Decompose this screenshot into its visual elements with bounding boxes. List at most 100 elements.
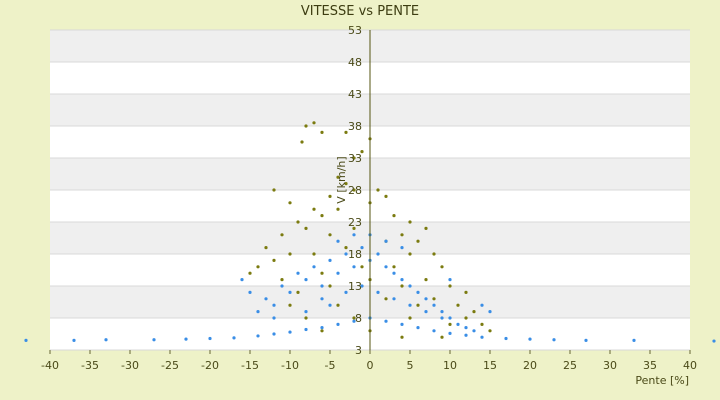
- x-tick-label: 15: [483, 359, 497, 372]
- scatter-point-1: [304, 278, 308, 282]
- x-tick-label: 35: [643, 359, 657, 372]
- scatter-point-0: [280, 278, 284, 282]
- scatter-point-0: [336, 207, 340, 211]
- scatter-point-1: [480, 335, 484, 339]
- scatter-point-0: [400, 335, 404, 339]
- scatter-point-1: [240, 278, 244, 282]
- scatter-point-0: [320, 329, 324, 333]
- scatter-point-1: [632, 338, 636, 342]
- scatter-point-0: [400, 284, 404, 288]
- scatter-point-1: [344, 290, 348, 294]
- scatter-point-1: [384, 265, 388, 269]
- scatter-point-1: [72, 338, 76, 342]
- y-tick-label: 33: [348, 152, 362, 165]
- y-axis-title: V [km/h]: [335, 156, 348, 203]
- scatter-point-0: [416, 303, 420, 307]
- scatter-point-0: [376, 188, 380, 192]
- scatter-point-1: [472, 329, 476, 333]
- x-tick-label: 30: [603, 359, 617, 372]
- scatter-point-1: [336, 239, 340, 243]
- y-tick-label: 28: [348, 184, 362, 197]
- scatter-point-1: [416, 326, 420, 330]
- scatter-point-1: [712, 339, 716, 343]
- scatter-point-0: [312, 207, 316, 211]
- x-tick-label: 5: [407, 359, 414, 372]
- scatter-point-1: [360, 284, 364, 288]
- y-tick-label: 18: [348, 248, 362, 261]
- scatter-point-0: [304, 124, 308, 128]
- scatter-point-0: [432, 252, 436, 256]
- scatter-point-1: [432, 329, 436, 333]
- x-tick-label: 0: [367, 359, 374, 372]
- scatter-point-1: [248, 290, 252, 294]
- scatter-point-0: [296, 220, 300, 224]
- scatter-point-0: [408, 220, 412, 224]
- scatter-point-1: [448, 316, 452, 320]
- scatter-point-0: [424, 278, 428, 282]
- scatter-point-1: [304, 327, 308, 332]
- scatter-point-1: [448, 331, 452, 335]
- scatter-point-1: [480, 303, 484, 307]
- scatter-point-1: [296, 271, 300, 275]
- scatter-point-0: [280, 233, 284, 237]
- scatter-point-0: [392, 265, 396, 269]
- scatter-point-0: [432, 297, 436, 301]
- scatter-point-1: [488, 310, 492, 314]
- scatter-point-1: [464, 326, 468, 330]
- scatter-point-0: [352, 156, 356, 160]
- scatter-point-0: [488, 329, 492, 333]
- scatter-point-1: [152, 338, 156, 342]
- scatter-point-1: [288, 290, 292, 294]
- scatter-point-1: [416, 290, 420, 294]
- scatter-point-0: [472, 310, 476, 314]
- scatter-point-1: [320, 326, 324, 330]
- scatter-point-0: [288, 303, 292, 307]
- chart-title: VITESSE vs PENTE: [301, 4, 419, 19]
- scatter-point-1: [376, 290, 380, 294]
- scatter-point-0: [424, 226, 428, 230]
- y-tick-label: 8: [355, 312, 362, 325]
- y-tick-label: 43: [348, 88, 362, 101]
- scatter-point-1: [288, 330, 292, 334]
- scatter-point-0: [272, 188, 276, 192]
- scatter-point-1: [400, 322, 404, 326]
- x-axis-ticks: -40 -35 -30 -25 -20 -15 -10 -5 0 5 10 15 20 25 30 35 40: [41, 350, 697, 372]
- scatter-point-1: [504, 336, 508, 341]
- scatter-point-0: [320, 130, 324, 134]
- y-tick-label: 13: [348, 280, 362, 293]
- scatter-point-1: [376, 252, 380, 256]
- scatter-point-0: [288, 252, 292, 256]
- scatter-point-0: [360, 150, 364, 154]
- scatter-point-0: [408, 316, 412, 320]
- scatter-point-1: [272, 332, 276, 336]
- scatter-point-0: [464, 316, 468, 320]
- scatter-point-0: [336, 303, 340, 307]
- scatter-point-1: [456, 322, 460, 326]
- x-tick-label: -5: [325, 359, 336, 372]
- scatter-point-1: [184, 337, 188, 341]
- scatter-point-1: [384, 239, 388, 243]
- scatter-point-1: [440, 316, 444, 320]
- scatter-point-0: [336, 175, 340, 179]
- x-tick-label: -40: [41, 359, 59, 372]
- scatter-point-0: [344, 182, 348, 186]
- scatter-point-1: [400, 246, 404, 250]
- scatter-point-1: [256, 334, 260, 338]
- x-tick-label: -10: [281, 359, 299, 372]
- scatter-point-0: [416, 239, 420, 243]
- y-tick-label: 3: [355, 344, 362, 357]
- scatter-point-0: [408, 252, 412, 256]
- x-tick-label: -25: [161, 359, 179, 372]
- scatter-point-0: [392, 214, 396, 218]
- scatter-point-1: [272, 316, 276, 320]
- scatter-point-0: [344, 246, 348, 250]
- scatter-point-0: [300, 140, 304, 144]
- y-tick-label: 48: [348, 56, 362, 69]
- scatter-point-0: [440, 265, 444, 269]
- scatter-point-0: [288, 201, 292, 205]
- x-axis-title: Pente [%]: [635, 374, 689, 387]
- scatter-point-0: [480, 322, 484, 326]
- scatter-point-0: [400, 233, 404, 237]
- scatter-point-1: [352, 233, 356, 237]
